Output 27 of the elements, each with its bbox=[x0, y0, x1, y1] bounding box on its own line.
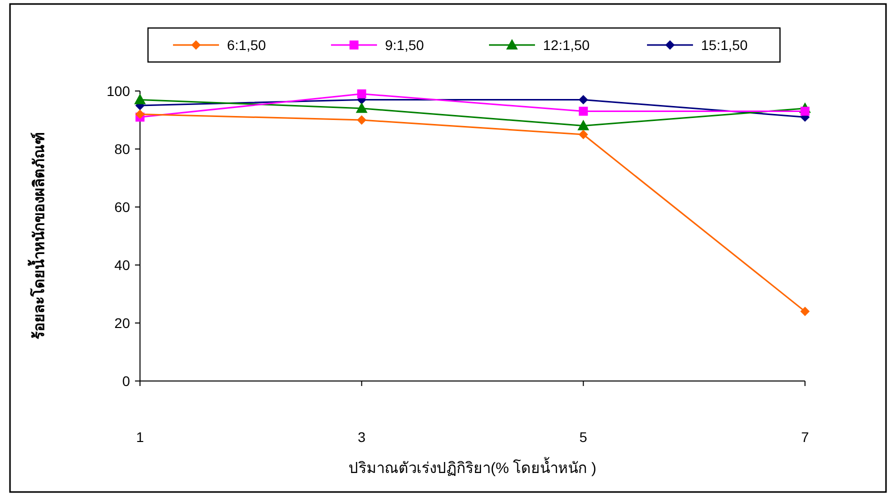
y-tick-label: 0 bbox=[122, 373, 130, 389]
y-tick-label: 80 bbox=[114, 141, 130, 157]
point bbox=[357, 89, 366, 98]
point bbox=[136, 110, 144, 119]
point bbox=[800, 306, 810, 316]
legend-label: 9:1,50 bbox=[385, 37, 424, 53]
point bbox=[357, 116, 366, 124]
legend-label: 6:1,50 bbox=[227, 37, 266, 53]
y-tick-label: 40 bbox=[114, 257, 130, 273]
point bbox=[134, 94, 146, 104]
point bbox=[578, 95, 588, 104]
point bbox=[578, 120, 589, 130]
x-tick-label: 5 bbox=[579, 429, 588, 445]
y-tick-label: 20 bbox=[114, 315, 130, 331]
x-tick-label: 1 bbox=[136, 429, 144, 445]
x-axis-title: ปริมาณตัวเร่งปฏิกิริยา(% โดยน้ำหนัก ) bbox=[348, 457, 596, 477]
legend-label: 12:1,50 bbox=[543, 37, 590, 53]
y-axis-title: ร้อยละโดยน้ำหนักของผลิตภัณฑ์ bbox=[27, 132, 48, 340]
point bbox=[578, 106, 588, 116]
y-tick-label: 60 bbox=[114, 199, 130, 215]
point bbox=[800, 106, 810, 116]
legend-label: 15:1,50 bbox=[701, 37, 748, 53]
y-tick-label: 100 bbox=[106, 83, 130, 99]
point bbox=[578, 130, 588, 139]
x-tick-label: 7 bbox=[801, 429, 810, 445]
point bbox=[356, 102, 368, 113]
x-tick-label: 3 bbox=[358, 429, 366, 445]
